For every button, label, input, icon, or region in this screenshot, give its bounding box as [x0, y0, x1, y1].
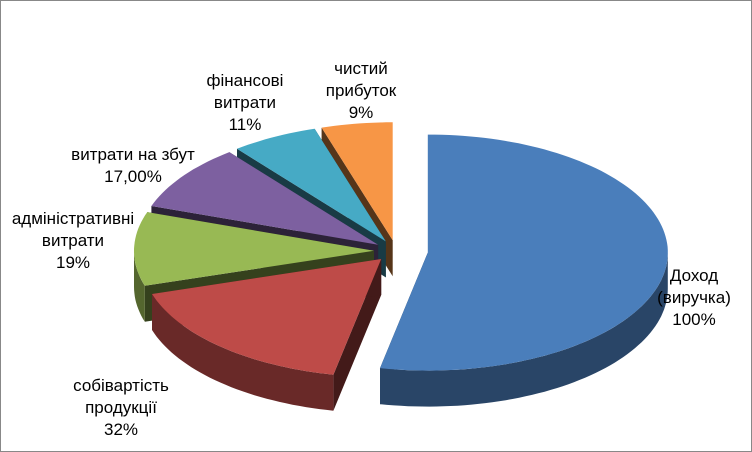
- slice-wall: [380, 252, 668, 407]
- slice-wall: [134, 250, 145, 322]
- slice: [152, 259, 382, 375]
- slice: [380, 134, 668, 371]
- slice-wall: [152, 294, 334, 411]
- value-label: 9%: [348, 103, 374, 122]
- category-label: чистий прибуток: [325, 59, 397, 100]
- slice: [321, 122, 393, 241]
- category-label: адміністративні витрати: [11, 209, 135, 250]
- category-label: фінансові витрати: [206, 71, 284, 112]
- slice-side: [333, 259, 382, 411]
- slice: [151, 152, 379, 245]
- slice: [237, 128, 386, 242]
- data-label: фінансові витрати 11%: [190, 70, 300, 136]
- value-label: 17,00%: [104, 167, 162, 186]
- category-label: витрати на збут: [71, 145, 195, 164]
- slice: [134, 212, 374, 286]
- data-label: адміністративні витрати 19%: [8, 208, 138, 274]
- value-label: 11%: [228, 115, 262, 134]
- category-label: Доход (виручка): [657, 266, 731, 307]
- data-label: собівартість продукції 32%: [66, 375, 176, 441]
- data-label: Доход (виручка) 100%: [639, 265, 749, 331]
- value-label: 100%: [672, 310, 716, 329]
- value-label: 32%: [103, 420, 139, 439]
- data-label: чистий прибуток 9%: [306, 58, 416, 124]
- data-label: витрати на збут 17,00%: [48, 144, 218, 188]
- category-label: собівартість продукції: [73, 376, 169, 417]
- value-label: 19%: [55, 253, 91, 272]
